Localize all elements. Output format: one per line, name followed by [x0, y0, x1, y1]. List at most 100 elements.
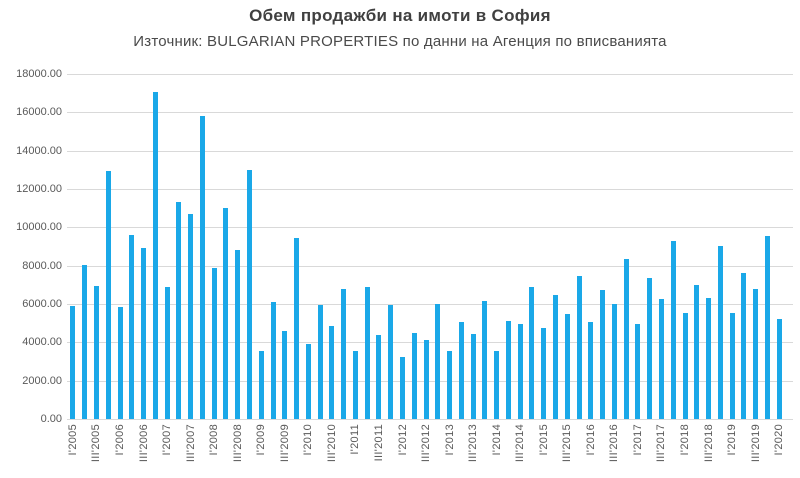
bar-IV'2012	[435, 304, 441, 419]
bar-III'2012	[423, 340, 429, 419]
chart-title: Обем продажби на имоти в София	[249, 6, 551, 25]
bar-II'2014	[505, 321, 511, 420]
x-tick-label: I'2017	[631, 424, 644, 456]
bar-IV'2015	[576, 276, 582, 419]
y-tick-label: 0.00	[40, 413, 62, 425]
x-tick-label: III'2015	[561, 424, 574, 463]
x-tick-label: I'2019	[726, 424, 738, 456]
x-tick-label: III'2010	[325, 424, 338, 463]
x-tick-label: III'2017	[655, 424, 668, 463]
bar-III'2017	[658, 299, 664, 419]
bar-III'2010	[329, 326, 335, 419]
gridline	[67, 342, 793, 343]
bar-II'2019	[741, 273, 747, 419]
y-tick-label: 6000.00	[22, 298, 62, 310]
bar-III'2011	[376, 334, 382, 419]
x-tick-label: I'2010	[302, 424, 315, 456]
bar-II'2012	[411, 332, 417, 420]
x-tick-label: III'2009	[278, 424, 291, 463]
bar-I'2020	[776, 319, 782, 419]
bar-II'2010	[317, 305, 323, 419]
bar-I'2013	[447, 351, 452, 419]
bar-II'2008	[223, 208, 229, 419]
bar-IV'2017	[670, 240, 676, 419]
x-tick-label: III'2007	[184, 424, 197, 463]
x-tick-label: III'2019	[749, 424, 762, 463]
x-tick-label: III'2011	[372, 424, 385, 462]
bar-III'2016	[611, 304, 617, 419]
bar-IV'2016	[623, 259, 629, 419]
x-tick-label: I'2015	[537, 424, 550, 456]
bar-IV'2019	[764, 236, 770, 419]
y-tick-label: 4000.00	[22, 336, 62, 348]
x-tick-label: I'2013	[443, 424, 456, 456]
y-tick-label: 12000.00	[16, 183, 62, 195]
x-tick-label: III'2016	[608, 424, 621, 463]
bar-II'2009	[270, 302, 276, 419]
y-tick-label: 8000.00	[22, 260, 62, 272]
bar-IV'2006	[152, 92, 158, 419]
gridline	[67, 381, 793, 382]
bar-II'2017	[647, 278, 653, 419]
y-tick-label: 10000.00	[16, 221, 62, 233]
bar-IV'2018	[717, 245, 723, 419]
bar-III'2015	[564, 313, 570, 419]
bar-I'2016	[588, 322, 594, 419]
chart-subtitle: Източник: BULGARIAN PROPERTIES по данни …	[133, 33, 667, 50]
bar-IV'2010	[341, 288, 347, 419]
bar-II'2011	[364, 286, 370, 420]
bar-I'2017	[635, 324, 641, 419]
bar-III'2014	[517, 324, 523, 419]
bar-III'2005	[93, 285, 99, 419]
bar-I'2011	[352, 351, 358, 419]
x-tick-label: I'2005	[66, 424, 79, 456]
y-tick-label: 2000.00	[22, 375, 62, 387]
y-tick-label: 14000.00	[16, 145, 62, 157]
bar-IV'2005	[105, 170, 111, 419]
bar-III'2007	[188, 213, 194, 419]
x-tick-label: III'2005	[90, 424, 103, 463]
bar-IV'2013	[482, 301, 488, 419]
bar-II'2015	[553, 295, 558, 419]
x-tick-label: I'2018	[679, 424, 691, 456]
x-tick-label: I'2012	[396, 424, 409, 456]
bar-IV'2007	[199, 116, 205, 419]
bar-I'2018	[682, 312, 688, 419]
bar-II'2013	[458, 322, 464, 419]
x-tick-label: III'2006	[137, 424, 150, 463]
x-tick-label: I'2011	[349, 424, 362, 455]
x-tick-label: III'2018	[702, 424, 715, 463]
bar-III'2019	[753, 288, 759, 419]
gridline	[67, 74, 793, 75]
bar-I'2008	[211, 267, 217, 419]
bar-III'2006	[141, 248, 146, 419]
bar-IV'2008	[246, 169, 252, 419]
bar-II'2007	[176, 202, 182, 419]
x-tick-label: I'2009	[255, 424, 268, 456]
bar-II'2005	[82, 264, 88, 419]
bar-IV'2011	[388, 305, 394, 419]
x-tick-label: I'2016	[584, 424, 597, 456]
bar-I'2005	[70, 305, 76, 419]
gridline	[67, 304, 793, 305]
bar-I'2012	[400, 356, 405, 419]
bar-I'2014	[494, 351, 500, 419]
bar-I'2006	[117, 306, 123, 419]
bar-III'2008	[235, 250, 241, 419]
gridline	[67, 266, 793, 267]
y-tick-label: 18000.00	[16, 68, 62, 80]
x-tick-label: I'2007	[161, 424, 173, 456]
gridline	[67, 419, 793, 420]
x-tick-label: III'2012	[420, 424, 432, 463]
bar-I'2019	[729, 312, 735, 419]
bar-I'2009	[258, 351, 264, 419]
x-tick-label: I'2006	[114, 424, 126, 456]
bar-I'2007	[164, 286, 170, 420]
x-tick-label: I'2014	[490, 424, 503, 456]
gridline	[67, 151, 793, 152]
bar-I'2015	[541, 328, 547, 419]
bar-III'2018	[706, 298, 711, 420]
x-tick-label: I'2008	[208, 424, 221, 456]
bar-II'2016	[600, 289, 606, 419]
